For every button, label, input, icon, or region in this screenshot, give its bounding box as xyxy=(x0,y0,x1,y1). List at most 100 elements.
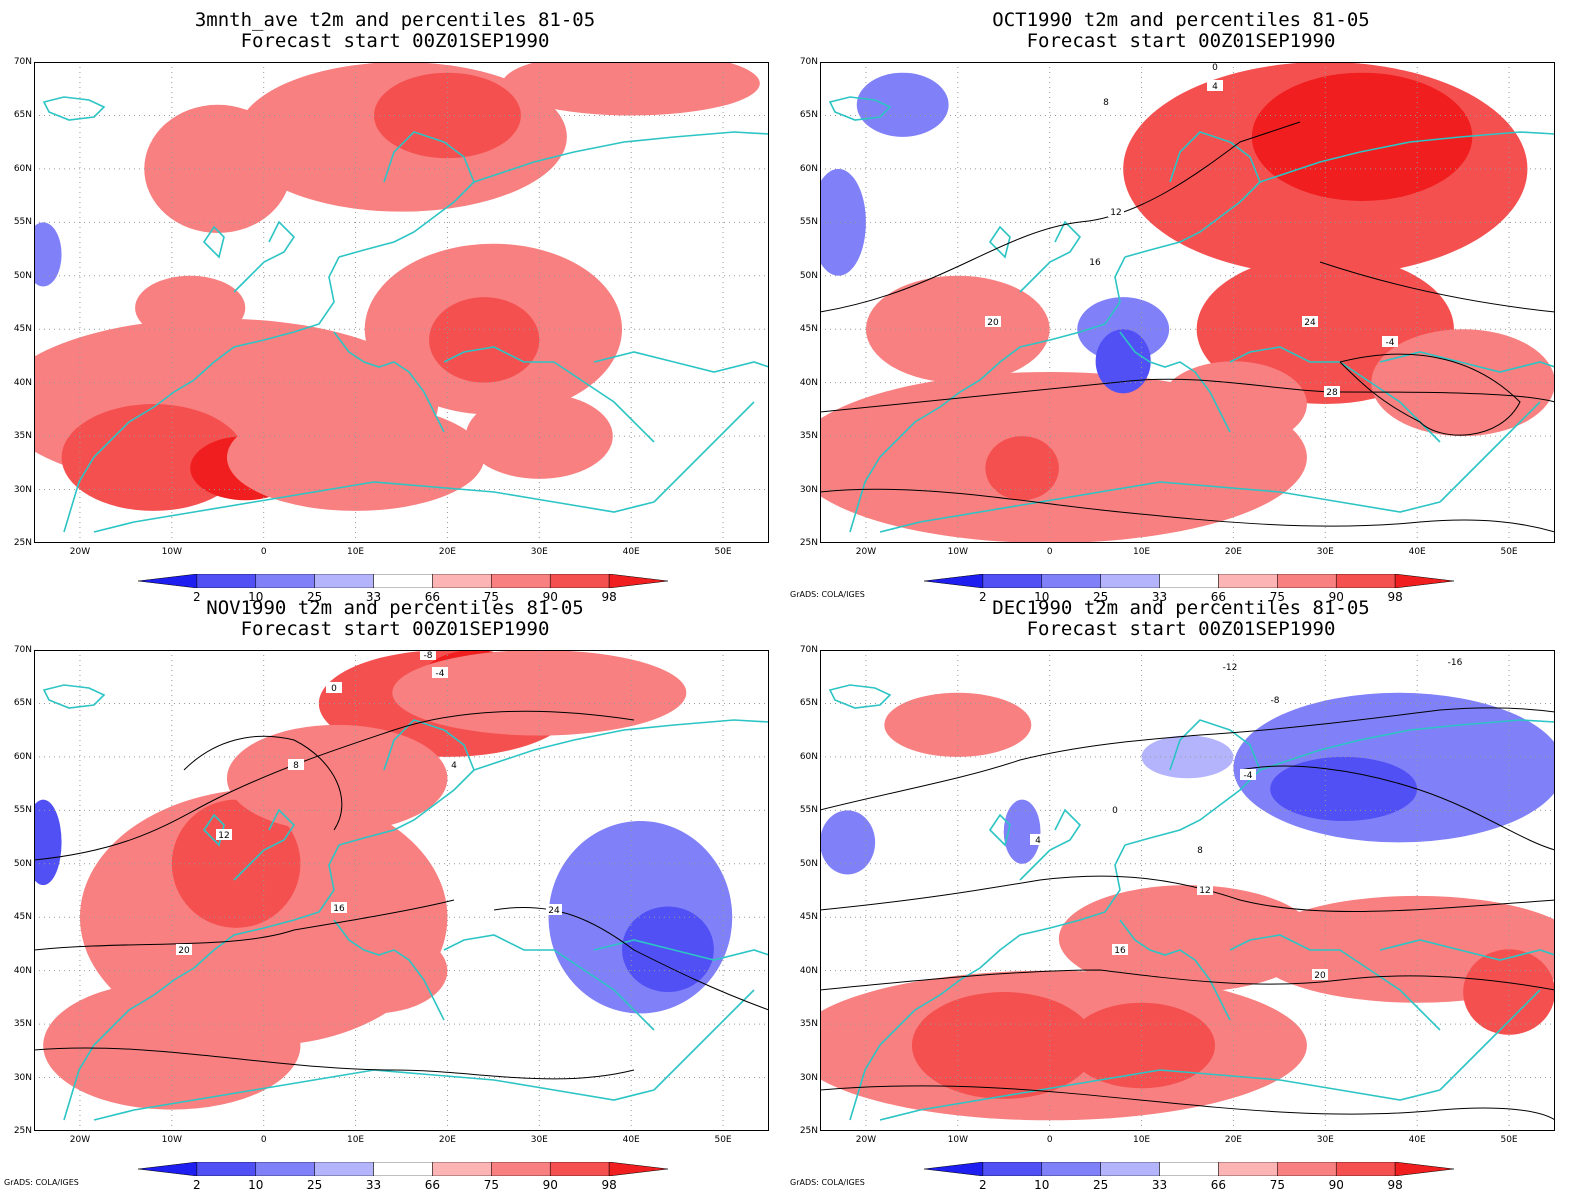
latitude-label: 40N xyxy=(13,377,32,388)
contour-label-bg xyxy=(432,667,448,678)
contour-label-bg xyxy=(446,759,462,770)
contour-label: 20 xyxy=(987,318,999,328)
contour-label-bg xyxy=(1312,969,1328,980)
contour-label: 24 xyxy=(548,906,560,916)
colorbar-tick: 2 xyxy=(193,1178,201,1192)
percentile-shade xyxy=(429,297,540,383)
panel-subtitle: Forecast start 00Z01SEP1990 xyxy=(1026,30,1336,52)
temperature-contour xyxy=(34,1047,635,1080)
latitude-label: 25N xyxy=(799,538,818,548)
map-area xyxy=(34,62,769,543)
colorbar-tick: 33 xyxy=(365,590,382,604)
longitude-label: 30E xyxy=(530,547,548,557)
panel-subtitle: Forecast start 00Z01SEP1990 xyxy=(1026,618,1336,640)
latitude-label: 55N xyxy=(13,805,32,816)
longitude-label: 20W xyxy=(69,547,91,557)
colorbar-segment xyxy=(1335,574,1396,588)
colorbar-tick: 90 xyxy=(1328,1178,1344,1192)
contour-label-bg xyxy=(1324,386,1340,397)
contour-label: -12 xyxy=(1223,663,1238,673)
coastline xyxy=(42,96,106,121)
colorbar-tick: 10 xyxy=(1034,590,1050,604)
coastline xyxy=(473,719,769,771)
latitude-label: 25N xyxy=(13,538,32,548)
coastline xyxy=(1439,989,1541,1091)
colorbar-segment xyxy=(1277,574,1337,588)
temperature-contour xyxy=(820,969,1555,991)
latitude-label: 40N xyxy=(13,965,32,976)
longitude-label: 10W xyxy=(947,1135,968,1145)
latitude-label: 60N xyxy=(13,751,32,762)
contour-label: -8 xyxy=(1271,696,1280,706)
percentile-shade xyxy=(1003,799,1041,864)
colorbar-segment xyxy=(982,1162,1043,1176)
latitude-label: 70N xyxy=(799,57,818,67)
longitude-label: 0 xyxy=(260,1135,267,1145)
latitude-label: 65N xyxy=(13,698,32,709)
map-canvas: -8-4 0 4 8 12 16 20 24 xyxy=(34,650,769,1131)
longitude-label: 20W xyxy=(855,1135,877,1145)
colorbar xyxy=(924,574,1454,588)
colorbar-segment xyxy=(1041,1162,1101,1176)
contour-label: 20 xyxy=(178,946,190,956)
colorbar-tick: 33 xyxy=(365,1178,382,1192)
contour-label: -4 xyxy=(436,669,445,679)
contour-label: 8 xyxy=(293,761,299,771)
latitude-label: 35N xyxy=(13,431,32,442)
colorbar-segment xyxy=(1041,574,1101,588)
colorbar-segment xyxy=(196,1162,257,1176)
longitude-label: 10W xyxy=(947,547,968,557)
longitude-label: 30E xyxy=(1316,547,1334,557)
contour-label: -4 xyxy=(1244,771,1253,781)
contour-label: 4 xyxy=(1212,82,1218,92)
coastline xyxy=(593,351,769,373)
colorbar-segment xyxy=(255,574,315,588)
temperature-contour xyxy=(1319,261,1555,313)
contour-label-bg xyxy=(1447,656,1463,667)
colorbar-segment xyxy=(1100,574,1160,588)
panel-subtitle: Forecast start 00Z01SEP1990 xyxy=(240,618,550,640)
contour-label-bg xyxy=(1107,804,1123,815)
coastline xyxy=(333,331,445,433)
coastline xyxy=(338,719,475,846)
colorbar-segment xyxy=(196,574,257,588)
latitude-label: 35N xyxy=(13,1019,32,1030)
longitude-label: 40E xyxy=(622,547,640,557)
temperature-contour xyxy=(820,1085,1555,1121)
colorbar-tick: 75 xyxy=(483,1178,499,1192)
coastline xyxy=(1379,351,1555,373)
percentile-shade xyxy=(1371,329,1555,437)
contour-label-bg xyxy=(331,902,347,913)
latitude-label: 45N xyxy=(799,912,818,923)
map-frame xyxy=(34,650,769,1131)
latitude-label: 70N xyxy=(13,57,32,67)
latitude-label: 65N xyxy=(799,110,818,121)
colorbar-segment xyxy=(491,1162,551,1176)
contour-label-bg xyxy=(546,904,562,915)
latitude-label: 55N xyxy=(13,217,32,228)
longitude-label: 0 xyxy=(1046,1135,1053,1145)
map-panel-3: NOV1990 t2m and percentiles 81-05 Forecas… xyxy=(0,588,790,1192)
percentile-shade xyxy=(820,810,876,875)
colorbar-tick: 25 xyxy=(307,590,323,604)
colorbar-segment xyxy=(491,574,551,588)
colorbar-tick: 98 xyxy=(1387,590,1403,604)
colorbar-tick: 98 xyxy=(1387,1178,1403,1192)
colorbar-tick: 10 xyxy=(248,1178,264,1192)
contour-label: 8 xyxy=(1197,846,1203,856)
contour-label-bg xyxy=(1207,80,1223,91)
colorbar-segment xyxy=(1159,574,1219,588)
longitude-label: 50E xyxy=(1500,1135,1518,1145)
colorbar-segment xyxy=(138,1162,198,1176)
grads-credit: GrADS: COLA/IGES xyxy=(4,1178,79,1187)
colorbar-tick: 10 xyxy=(1034,1178,1050,1192)
longitude-label: 30E xyxy=(1316,1135,1334,1145)
percentile-shade xyxy=(1095,329,1151,394)
percentile-shade xyxy=(1141,735,1234,779)
latitude-label: 50N xyxy=(13,270,32,281)
coastline xyxy=(828,684,892,709)
temperature-contour xyxy=(1339,353,1521,436)
colorbar-tick: 2 xyxy=(979,1178,987,1192)
colorbar-tick: 66 xyxy=(1210,1178,1227,1192)
latitude-label: 50N xyxy=(799,270,818,281)
